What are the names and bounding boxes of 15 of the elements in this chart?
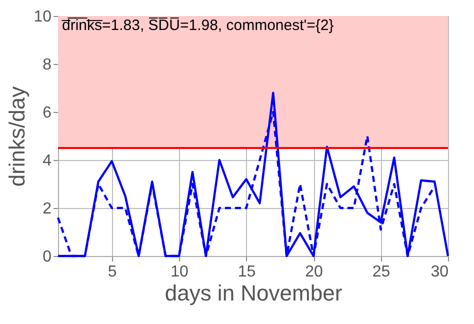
x-tick-label: 15 <box>238 264 256 280</box>
y-tick-label: 4 <box>42 152 52 170</box>
x-tick-label: 10 <box>170 264 189 280</box>
x-tick-label: 20 <box>305 264 324 280</box>
y-tick-label: 10 <box>34 8 52 26</box>
y-axis-title: drinks/day <box>4 86 30 187</box>
y-tick-label: 8 <box>42 56 52 74</box>
annotation: d̅r̅i̅n̅k̅s̅=1.83, S̅D̅U̅=1.98, commonest'={2} <box>60 16 334 34</box>
x-axis-title: days in November <box>164 280 342 306</box>
y-tick-label: 6 <box>42 104 52 122</box>
x-tick-label: 5 <box>108 264 117 280</box>
y-tick-label: 0 <box>42 248 52 266</box>
x-tick-label: 25 <box>372 264 390 280</box>
x-tick-label: 30 <box>430 264 449 280</box>
y-tick-label: 2 <box>42 200 52 218</box>
